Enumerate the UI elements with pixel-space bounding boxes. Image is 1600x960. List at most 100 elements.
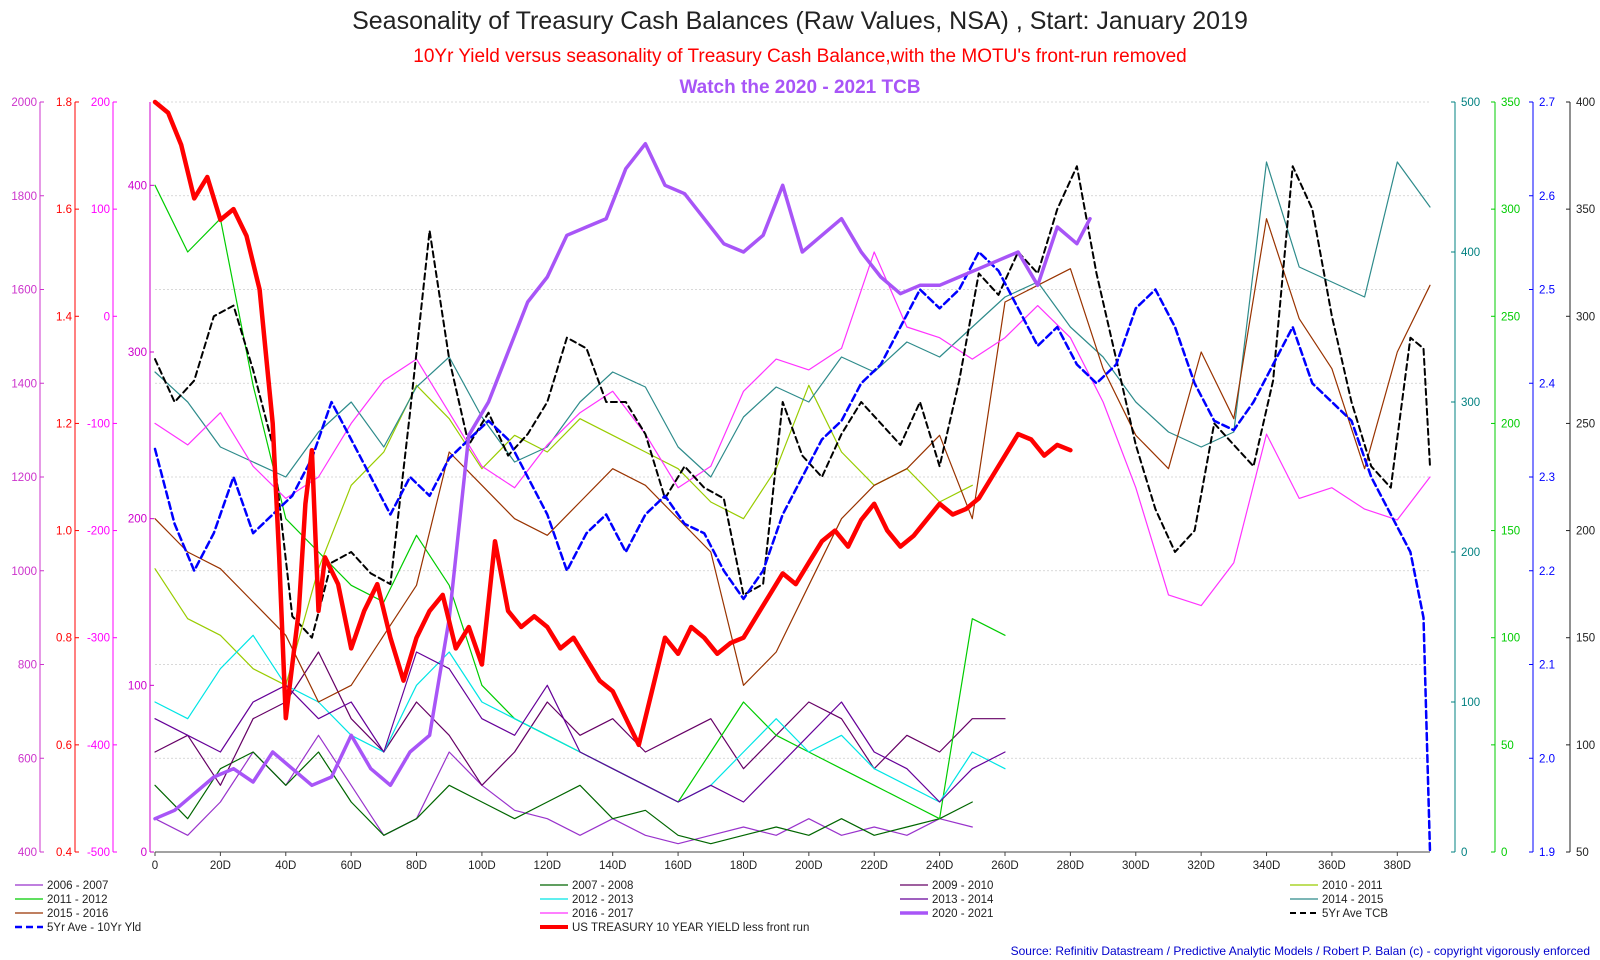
y-tick-label: 100	[91, 204, 110, 216]
legend-item: 2013 - 2014	[900, 894, 994, 906]
y-tick-label: -400	[87, 740, 110, 752]
y-tick-label: 0.4	[56, 847, 73, 859]
legend-item: 2014 - 2015	[1290, 894, 1383, 906]
legend-item: 2009 - 2010	[900, 880, 993, 892]
y-tick-label: 300	[1461, 397, 1480, 409]
y-tick-label: 1.2	[56, 418, 72, 430]
legend-label: 2009 - 2010	[932, 880, 993, 892]
y-tick-label: 0.6	[56, 740, 72, 752]
y-tick-label: 1.4	[56, 311, 73, 323]
y-tick-label: 100	[1461, 697, 1480, 709]
y-tick-label: 200	[91, 97, 110, 109]
y-tick-label: 300	[128, 347, 147, 359]
x-tick-label: 20D	[210, 860, 231, 872]
y-tick-label: 400	[1576, 97, 1595, 109]
legend-item: 2006 - 2007	[15, 880, 108, 892]
y-tick-label: 100	[1501, 633, 1520, 645]
x-tick-label: 220D	[860, 860, 888, 872]
legend-item: 2010 - 2011	[1290, 880, 1383, 892]
y-tick-label: -200	[87, 526, 110, 538]
legend-label: 2006 - 2007	[47, 880, 108, 892]
y-tick-label: 1000	[11, 566, 37, 578]
x-tick-label: 280D	[1057, 860, 1085, 872]
y-tick-label: -500	[87, 847, 110, 859]
y-tick-label: 2.2	[1539, 566, 1555, 578]
x-tick-label: 180D	[730, 860, 758, 872]
y-tick-label: 50	[1501, 740, 1514, 752]
series-line-2006-2007	[154, 734, 973, 845]
legend-label: US TREASURY 10 YEAR YIELD less front run	[572, 922, 809, 934]
y-tick-label: 200	[1576, 526, 1595, 538]
legend: 2006 - 2007 2007 - 2008 2009 - 2010 2010 - …	[15, 880, 1388, 934]
x-tick-label: 60D	[341, 860, 362, 872]
y-tick-label: 1600	[11, 285, 37, 297]
series-line-2015-2016	[154, 218, 1431, 703]
legend-label: 2011 - 2012	[47, 894, 108, 906]
y-tick-label: 0	[1461, 847, 1467, 859]
y-tick-label: 1.8	[56, 97, 72, 109]
y-tick-label: 50	[1576, 847, 1589, 859]
x-tick-label: 0	[152, 860, 158, 872]
y-tick-label: 250	[1576, 418, 1595, 430]
chart-subtitle-2: Watch the 2020 - 2021 TCB	[679, 77, 920, 98]
y-tick-label: 150	[1501, 526, 1520, 538]
series-line-5yr-ave-10yr-yld	[153, 250, 1432, 854]
y-tick-label: 100	[128, 680, 147, 692]
y-tick-label: 1800	[11, 191, 37, 203]
series-line-2013-2014	[154, 651, 1006, 803]
y-tick-label: 200	[128, 514, 147, 526]
x-tick-label: 100D	[468, 860, 496, 872]
legend-item: 2007 - 2008	[540, 880, 633, 892]
x-tick-label: 320D	[1187, 860, 1215, 872]
x-tick-label: 200D	[795, 860, 823, 872]
series-line-2009-2010	[154, 651, 1006, 786]
y-tick-label: 250	[1501, 311, 1520, 323]
y-tick-label: 1200	[11, 472, 37, 484]
y-tick-label: 200	[1461, 547, 1480, 559]
legend-item: 2015 - 2016	[15, 908, 108, 920]
y-tick-label: 200	[1501, 418, 1520, 430]
y-tick-label: 350	[1501, 97, 1520, 109]
y-tick-label: 1.6	[56, 204, 72, 216]
y-tick-label: 1.0	[56, 526, 72, 538]
legend-item: 5Yr Ave TCB	[1290, 908, 1388, 920]
y-tick-label: 2.0	[1539, 753, 1555, 765]
y-tick-label: 400	[18, 847, 37, 859]
axes: 4006008001000120014001600180020000.40.60…	[11, 97, 1595, 872]
source-note: Source: Refinitiv Datastream / Predictiv…	[1011, 944, 1590, 958]
y-tick-label: 0	[141, 847, 147, 859]
legend-label: 2015 - 2016	[47, 908, 108, 920]
series-line-2016-2017	[154, 251, 1431, 607]
y-tick-label: 150	[1576, 633, 1595, 645]
y-tick-label: 0.8	[56, 633, 72, 645]
y-tick-label: 2.7	[1539, 97, 1555, 109]
y-tick-label: 1400	[11, 378, 37, 390]
y-tick-label: 300	[1576, 311, 1595, 323]
legend-label: 5Yr Ave TCB	[1322, 908, 1388, 920]
legend-label: 2007 - 2008	[572, 880, 633, 892]
y-tick-label: 600	[18, 753, 37, 765]
x-tick-label: 80D	[406, 860, 427, 872]
y-tick-label: 800	[18, 660, 37, 672]
y-tick-label: 300	[1501, 204, 1520, 216]
chart-title: Seasonality of Treasury Cash Balances (R…	[352, 7, 1248, 35]
x-tick-label: 240D	[926, 860, 954, 872]
legend-label: 2012 - 2013	[572, 894, 633, 906]
x-tick-label: 40D	[275, 860, 296, 872]
legend-label: 5Yr Ave - 10Yr Yld	[47, 922, 141, 934]
y-tick-label: 2.5	[1539, 285, 1555, 297]
y-tick-label: -300	[87, 633, 110, 645]
series-line-2007-2008	[154, 751, 973, 845]
x-tick-label: 340D	[1253, 860, 1281, 872]
legend-item: US TREASURY 10 YEAR YIELD less front run	[540, 922, 809, 934]
legend-label: 2013 - 2014	[932, 894, 994, 906]
y-tick-label: 100	[1576, 740, 1595, 752]
series-line-2014-2015	[154, 161, 1431, 478]
y-tick-label: 2.4	[1539, 378, 1556, 390]
y-tick-label: 500	[1461, 97, 1480, 109]
y-tick-label: -100	[87, 418, 110, 430]
y-tick-label: 0	[104, 311, 110, 323]
x-tick-label: 120D	[534, 860, 562, 872]
y-tick-label: 0	[1501, 847, 1507, 859]
